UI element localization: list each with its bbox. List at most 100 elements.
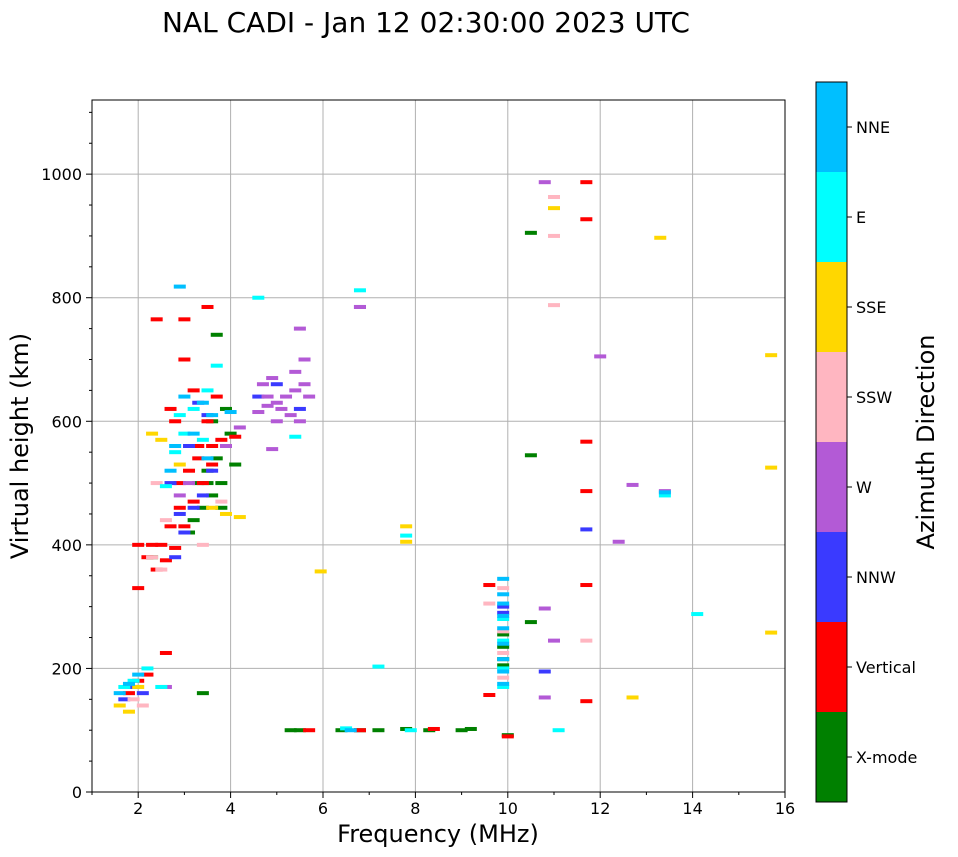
data-point [252,410,265,415]
data-point [284,728,297,733]
data-point [169,555,182,560]
data-point [196,505,209,510]
y-tick-label: 600 [51,412,82,431]
data-point [146,542,159,547]
data-point [201,388,214,393]
data-point [427,726,440,731]
data-point [132,586,145,591]
data-point [210,363,223,368]
data-point [293,406,306,411]
data-point [353,728,366,733]
data-point [497,626,510,631]
data-point [275,406,288,411]
x-tick-label: 10 [498,799,518,818]
data-point [150,317,163,322]
data-point [118,684,131,689]
data-point [164,468,177,473]
data-point [497,650,510,655]
data-point [303,728,316,733]
data-point [497,663,510,668]
data-point [178,530,191,535]
data-point [548,206,560,211]
data-point [173,284,186,289]
data-point [580,699,593,704]
data-point [344,728,357,733]
colorbar-label: SSE [856,298,886,317]
data-point [497,641,510,646]
data-point [626,695,639,700]
data-points [113,180,778,739]
data-point [187,431,200,436]
data-point [127,697,140,702]
data-point [353,288,366,293]
data-point [497,586,510,591]
data-point [497,604,510,609]
plot-area-frame [91,99,786,793]
data-point [187,406,200,411]
data-point [654,235,667,240]
data-point [229,434,242,439]
data-point [155,684,168,689]
data-point [159,518,172,523]
data-point [497,669,510,674]
data-point [141,672,154,677]
data-point [183,468,196,473]
x-tick-label: 2 [133,799,143,818]
data-point [303,394,316,399]
data-point [580,180,593,185]
colorbar-label: Vertical [856,658,916,677]
data-point [372,728,385,733]
data-point [122,691,135,696]
data-point [173,481,186,486]
data-point [548,303,560,308]
data-point [187,388,200,393]
data-point [206,444,219,448]
data-point [155,437,168,442]
data-point [612,539,625,544]
data-point [464,726,477,731]
colorbar-label: W [856,478,872,497]
data-point [224,410,237,415]
data-point [201,419,214,424]
data-point [187,518,200,523]
data-point [215,505,228,510]
data-point [289,388,302,393]
data-point [400,539,413,544]
data-point [196,493,209,498]
data-point [497,638,510,643]
data-point [187,499,200,504]
data-point [164,481,177,486]
data-point [219,406,232,411]
series-nne [113,284,671,733]
data-point [192,456,205,461]
data-point [155,542,168,547]
x-axis-ticks: 2 4 6 8 10 12 14 16 [91,792,795,818]
colorbar-segment [816,352,847,442]
x-tick-label: 16 [775,799,795,818]
data-point [210,332,223,337]
data-point [113,703,126,708]
data-point [215,481,228,486]
data-point [206,462,219,467]
data-point [178,524,191,529]
data-point [206,468,219,473]
x-tick-label: 6 [318,799,328,818]
data-point [136,691,149,696]
data-point [146,555,159,560]
data-point [164,406,177,411]
x-tick-label: 12 [590,799,610,818]
x-tick-label: 8 [410,799,420,818]
data-point [483,583,496,588]
data-point [196,481,209,486]
series-ssw [127,195,593,708]
data-point [219,444,232,448]
data-point [289,369,302,374]
data-point [215,499,228,504]
y-tick-label: 400 [51,536,82,555]
y-tick-label: 1000 [41,165,82,184]
data-point [201,304,214,309]
data-point [261,403,274,408]
data-point [280,394,293,399]
data-point [178,317,191,322]
